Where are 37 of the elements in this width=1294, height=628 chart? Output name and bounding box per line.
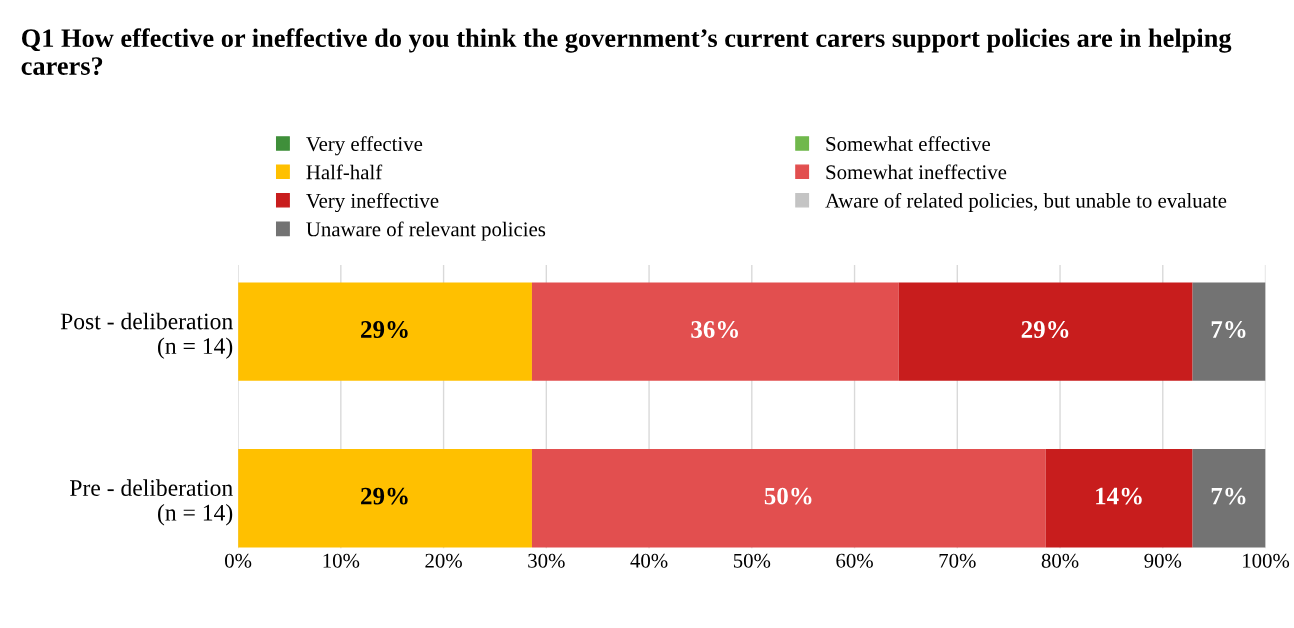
legend-label: Very ineffective	[306, 192, 439, 213]
bar	[1045, 449, 1193, 548]
legend-label: Unaware of relevant policies	[306, 221, 546, 241]
x-tick-label: 50%	[733, 553, 771, 568]
legend-label: Aware of related policies, but unable to evaluate	[825, 192, 1227, 212]
bar	[531, 282, 899, 381]
data-label: 7%	[1211, 487, 1246, 505]
chart-title: Q1 How effective or ineffective do you think the government’s current carers support policies are in helping carers?	[21, 28, 1232, 76]
legend-label: Somewhat effective	[826, 136, 990, 152]
x-tick-label: 10%	[323, 553, 360, 568]
data-label: 29%	[361, 487, 408, 505]
x-tick-label: 100%	[1243, 553, 1290, 568]
bar	[898, 282, 1193, 381]
data-label: 29%	[361, 321, 408, 338]
y-tick-label: Pre - deliberation (n = 14)	[70, 479, 233, 526]
y-tick-label: Post - deliberation (n = 14)	[60, 312, 233, 359]
bar	[238, 282, 532, 381]
x-tick-label: 0%	[225, 553, 252, 568]
data-label: 7%	[1211, 321, 1246, 338]
bar	[531, 449, 1046, 548]
data-label: 29%	[1021, 321, 1069, 338]
data-label: 50%	[764, 487, 812, 505]
data-label: 36%	[691, 321, 738, 338]
bar	[1192, 449, 1266, 548]
legend-label: Half-half	[306, 164, 383, 180]
bar	[238, 449, 532, 548]
data-label: 14%	[1096, 487, 1142, 505]
bar	[1192, 282, 1266, 381]
x-tick-label: 20%	[425, 553, 462, 568]
x-tick-label: 40%	[630, 553, 668, 568]
x-tick-label: 70%	[939, 553, 976, 568]
x-tick-label: 80%	[1041, 553, 1079, 568]
x-tick-label: 60%	[836, 553, 873, 568]
legend-label: Very effective	[306, 136, 423, 156]
x-tick-label: 90%	[1144, 553, 1182, 568]
x-tick-label: 30%	[528, 553, 565, 568]
legend-label: Somewhat ineffective	[826, 164, 1007, 180]
